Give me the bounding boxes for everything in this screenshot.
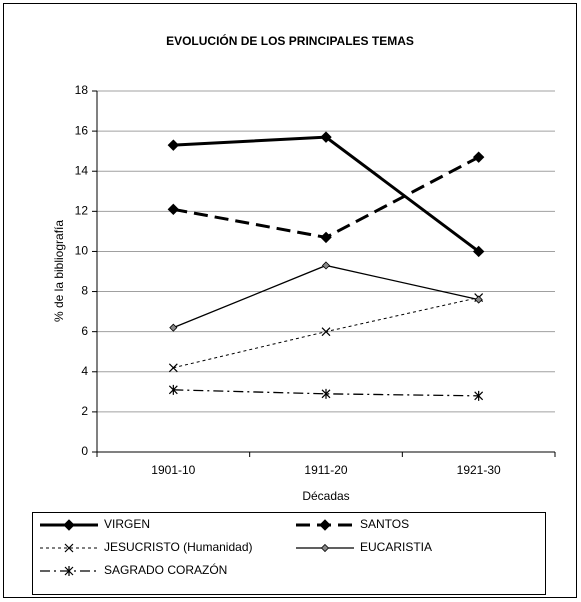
marker — [64, 566, 74, 576]
legend-label: EUCARISTIA — [360, 540, 432, 554]
marker — [321, 388, 331, 399]
y-tick-label: 6 — [81, 324, 88, 338]
y-tick-label: 14 — [75, 163, 89, 177]
legend-label: SAGRADO CORAZÓN — [104, 562, 227, 577]
y-tick-label: 0 — [81, 444, 88, 458]
y-tick-label: 12 — [75, 204, 89, 218]
y-axis-label: % de la bibliografía — [52, 220, 66, 322]
marker — [168, 384, 178, 395]
x-tick-label: 1901-10 — [151, 463, 195, 477]
marker — [321, 327, 331, 337]
y-tick-label: 10 — [75, 244, 89, 258]
y-tick-label: 8 — [81, 284, 88, 298]
marker — [320, 543, 330, 553]
marker — [472, 151, 485, 163]
marker — [474, 295, 483, 304]
y-tick-label: 18 — [75, 83, 89, 97]
y-tick-label: 2 — [81, 404, 88, 418]
marker — [472, 245, 485, 258]
legend-box — [32, 512, 546, 595]
marker — [321, 261, 331, 270]
x-axis-label: Décadas — [302, 489, 349, 503]
marker — [167, 139, 180, 151]
marker — [167, 203, 180, 216]
legend-label: JESUCRISTO (Humanidad) — [104, 540, 253, 554]
marker — [319, 519, 331, 531]
marker — [169, 323, 178, 332]
x-tick-label: 1911-20 — [304, 463, 347, 477]
marker — [63, 519, 75, 531]
marker — [320, 231, 332, 244]
series-line — [173, 389, 479, 397]
y-tick-label: 4 — [81, 364, 88, 378]
y-tick-label: 16 — [75, 123, 89, 137]
legend-label: SANTOS — [360, 517, 409, 531]
x-tick-label: 1921-30 — [457, 463, 501, 477]
marker — [320, 131, 332, 143]
chart-title: EVOLUCIÓN DE LOS PRINCIPALES TEMAS — [166, 33, 414, 48]
marker — [64, 543, 74, 553]
legend-label: VIRGEN — [104, 517, 150, 531]
marker — [168, 363, 178, 373]
marker — [474, 390, 484, 401]
chart-frame — [3, 3, 577, 598]
